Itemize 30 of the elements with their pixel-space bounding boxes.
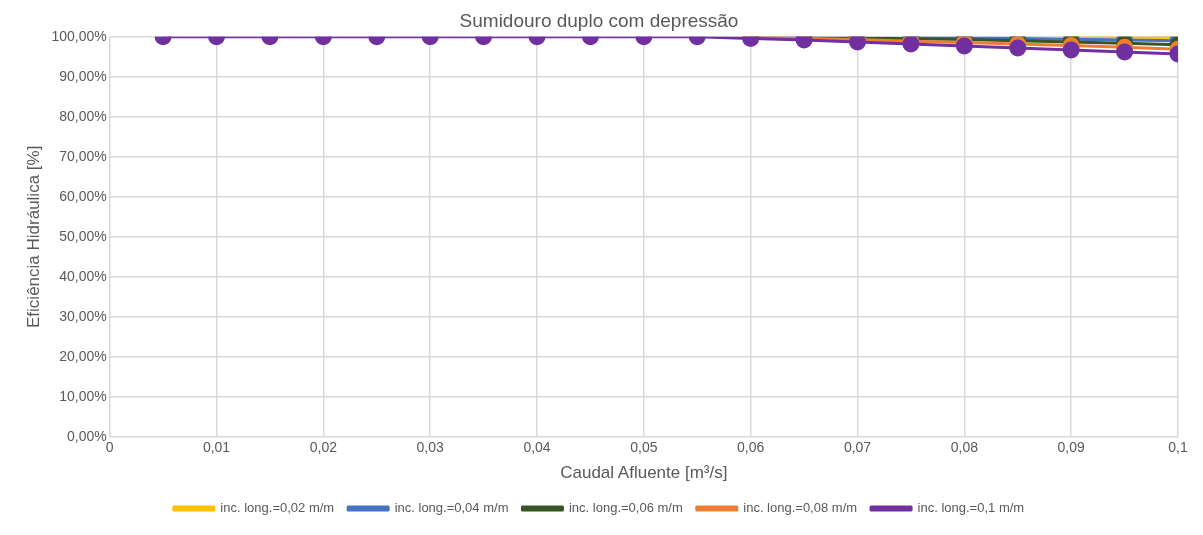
legend-label: inc. long.=0,02 m/m bbox=[220, 500, 335, 516]
x-tick-label: 0,03 bbox=[416, 439, 444, 456]
y-tick-label: 70,00% bbox=[59, 147, 107, 164]
y-tick-label: 100,00% bbox=[51, 27, 107, 44]
y-tick-label: 40,00% bbox=[59, 267, 107, 284]
x-tick-label: 0,02 bbox=[309, 439, 338, 456]
legend-label: inc. long.=0,08 m/m bbox=[743, 500, 858, 516]
x-tick-label: 0,05 bbox=[630, 439, 658, 456]
x-tick-label: 0 bbox=[105, 439, 114, 456]
x-tick-label: 0,09 bbox=[1057, 439, 1085, 456]
y-tick-label: 90,00% bbox=[59, 67, 107, 84]
x-tick-label: 0,04 bbox=[523, 439, 551, 456]
y-tick-label: 20,00% bbox=[59, 347, 107, 364]
y-tick-label: 60,00% bbox=[59, 187, 107, 204]
x-tick-label: 0,1 bbox=[1168, 439, 1188, 456]
y-tick-label: 80,00% bbox=[59, 107, 107, 124]
x-tick-label: 0,01 bbox=[202, 439, 231, 456]
legend-label: inc. long.=0,04 m/m bbox=[394, 500, 509, 516]
chart-title: Sumidouro duplo com depressão bbox=[459, 9, 739, 31]
y-tick-label: 0,00% bbox=[66, 427, 107, 444]
x-tick-label: 0,08 bbox=[950, 439, 979, 456]
y-tick-label: 50,00% bbox=[59, 227, 107, 244]
legend-label: inc. long.=0,06 m/m bbox=[568, 500, 683, 516]
x-tick-label: 0,07 bbox=[843, 439, 872, 456]
legend-label: inc. long.=0,1 m/m bbox=[917, 500, 1025, 516]
y-axis-title: Eficiência Hidráulica [%] bbox=[23, 145, 43, 328]
x-tick-label: 0,06 bbox=[737, 439, 765, 456]
x-axis-title: Caudal Afluente [m³/s] bbox=[560, 463, 728, 483]
y-tick-label: 30,00% bbox=[59, 307, 107, 324]
y-tick-label: 10,00% bbox=[59, 387, 107, 404]
